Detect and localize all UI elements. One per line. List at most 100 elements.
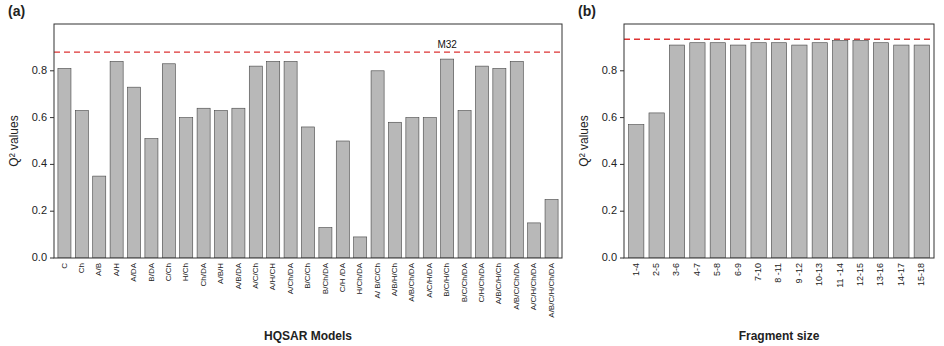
x-tick-label: H/Ch	[181, 263, 190, 281]
y-tick	[620, 70, 624, 71]
y-axis-label: Q² values	[7, 115, 21, 166]
y-tick-label: 0.4	[32, 157, 47, 169]
bar	[751, 43, 766, 258]
bars	[624, 39, 934, 258]
y-tick	[50, 117, 54, 118]
x-tick-label: A/C/H/DA	[425, 262, 434, 297]
bar	[267, 61, 280, 258]
bar	[441, 59, 454, 258]
x-axis-label: Fragment size	[739, 329, 820, 343]
bar	[629, 125, 644, 258]
x-tick-label: B/C/Ch/DA	[460, 262, 469, 302]
bar	[93, 176, 106, 258]
y-tick-label: 0.4	[602, 157, 617, 169]
bar	[232, 108, 245, 258]
bar	[894, 45, 909, 258]
x-tick-label: 3-6	[671, 263, 681, 276]
bar	[669, 45, 684, 258]
y-tick	[50, 164, 54, 165]
bar	[145, 139, 158, 258]
bar	[771, 43, 786, 258]
bar	[914, 45, 929, 258]
reference-line	[54, 51, 562, 52]
x-tick-label: H/Ch/DA	[355, 262, 364, 294]
panel-title: (b)	[578, 3, 596, 19]
x-tick-label: B/C/Ch	[303, 263, 312, 289]
x-tick-label: A/H/CH	[268, 263, 277, 290]
x-tick-label: A/B/C/H/Ch	[494, 263, 503, 304]
bar	[690, 43, 705, 258]
x-tick-label: C/Ch	[164, 263, 173, 281]
x-tick-label: A/B/H/Ch	[390, 263, 399, 296]
x-tick-label: A/H	[112, 263, 121, 277]
x-tick-label: A/Ch/DA	[286, 262, 295, 294]
bar	[792, 45, 807, 258]
y-tick-label: 0.8	[602, 64, 617, 76]
x-tick-label: A/C/H/Ch/DA	[529, 262, 538, 310]
panel: 0.00.20.40.60.81-42-53-64-75-86-97-108 -…	[577, 3, 934, 343]
y-tick	[620, 211, 624, 212]
reference-line	[624, 39, 934, 40]
bar	[406, 118, 419, 258]
x-tick-label: A/B	[94, 263, 103, 276]
panel: 0.00.20.40.60.8CChA/BA/HA/DAB/DAC/ChH/Ch…	[7, 3, 562, 343]
annotation: M32	[437, 39, 457, 50]
x-tick-label: 11 -14	[835, 263, 845, 288]
x-tick-label: 8 -11	[773, 263, 783, 283]
y-tick-label: 0.2	[602, 204, 617, 216]
x-tick-label: 14-17	[896, 263, 906, 286]
bar	[528, 223, 541, 258]
figure: 0.00.20.40.60.8CChA/BA/HA/DAB/DAC/ChH/Ch…	[0, 0, 944, 346]
y-tick	[620, 117, 624, 118]
bar	[110, 61, 123, 258]
y-tick-label: 0.6	[32, 111, 47, 123]
x-tick-label: 7-10	[753, 263, 763, 281]
x-tick-label: C/H /DA	[338, 262, 347, 292]
bar	[75, 111, 88, 258]
x-tick-label: A/B/H	[216, 263, 225, 284]
bar	[249, 66, 262, 258]
y-tick	[50, 258, 54, 259]
plot-frame	[624, 24, 934, 258]
x-tick-label: 4-7	[692, 263, 702, 276]
x-tick-label: A/DA	[129, 262, 138, 281]
x-tick-label: 12-15	[855, 263, 865, 286]
x-tick-label: A/B/C/H/Ch/DA	[547, 262, 556, 317]
bar	[371, 71, 384, 258]
x-tick-label: 13-16	[875, 263, 885, 286]
bar	[493, 68, 506, 258]
x-axis-label: HQSAR Models	[264, 329, 352, 343]
bar	[510, 61, 523, 258]
bar	[873, 43, 888, 258]
y-axis-label: Q² values	[577, 115, 591, 166]
x-tick-label: B/Ch/DA	[321, 262, 330, 294]
bar	[710, 43, 725, 258]
y-tick-label: 0.2	[32, 204, 47, 216]
bar	[319, 228, 332, 258]
y-tick	[50, 211, 54, 212]
bar	[180, 118, 193, 258]
bar	[284, 61, 297, 258]
x-tick-label: B/DA	[147, 262, 156, 281]
bar	[545, 200, 558, 259]
x-tick-label: 6-9	[733, 263, 743, 276]
x-tick-label: 15-18	[916, 263, 926, 286]
x-tick-label: 10-13	[814, 263, 824, 286]
plot-frame	[54, 24, 562, 258]
bar	[128, 87, 141, 258]
y-tick-label: 0.6	[602, 111, 617, 123]
x-tick-label: A/ B/C/Ch	[373, 263, 382, 299]
bar	[731, 45, 746, 258]
bar	[214, 111, 227, 258]
bar	[197, 108, 210, 258]
bar	[162, 64, 175, 258]
bar	[812, 43, 827, 258]
x-tick-label: Ch/DA	[199, 262, 208, 286]
x-tick-label: C/H/Ch/DA	[477, 262, 486, 302]
bar	[649, 113, 664, 258]
x-tick-label: A/B/DA	[234, 262, 243, 289]
y-tick-label: 0.8	[32, 64, 47, 76]
x-tick-label: 1-4	[631, 263, 641, 276]
bar	[354, 237, 367, 258]
x-tick-label: A/B/Ch/DA	[407, 262, 416, 301]
